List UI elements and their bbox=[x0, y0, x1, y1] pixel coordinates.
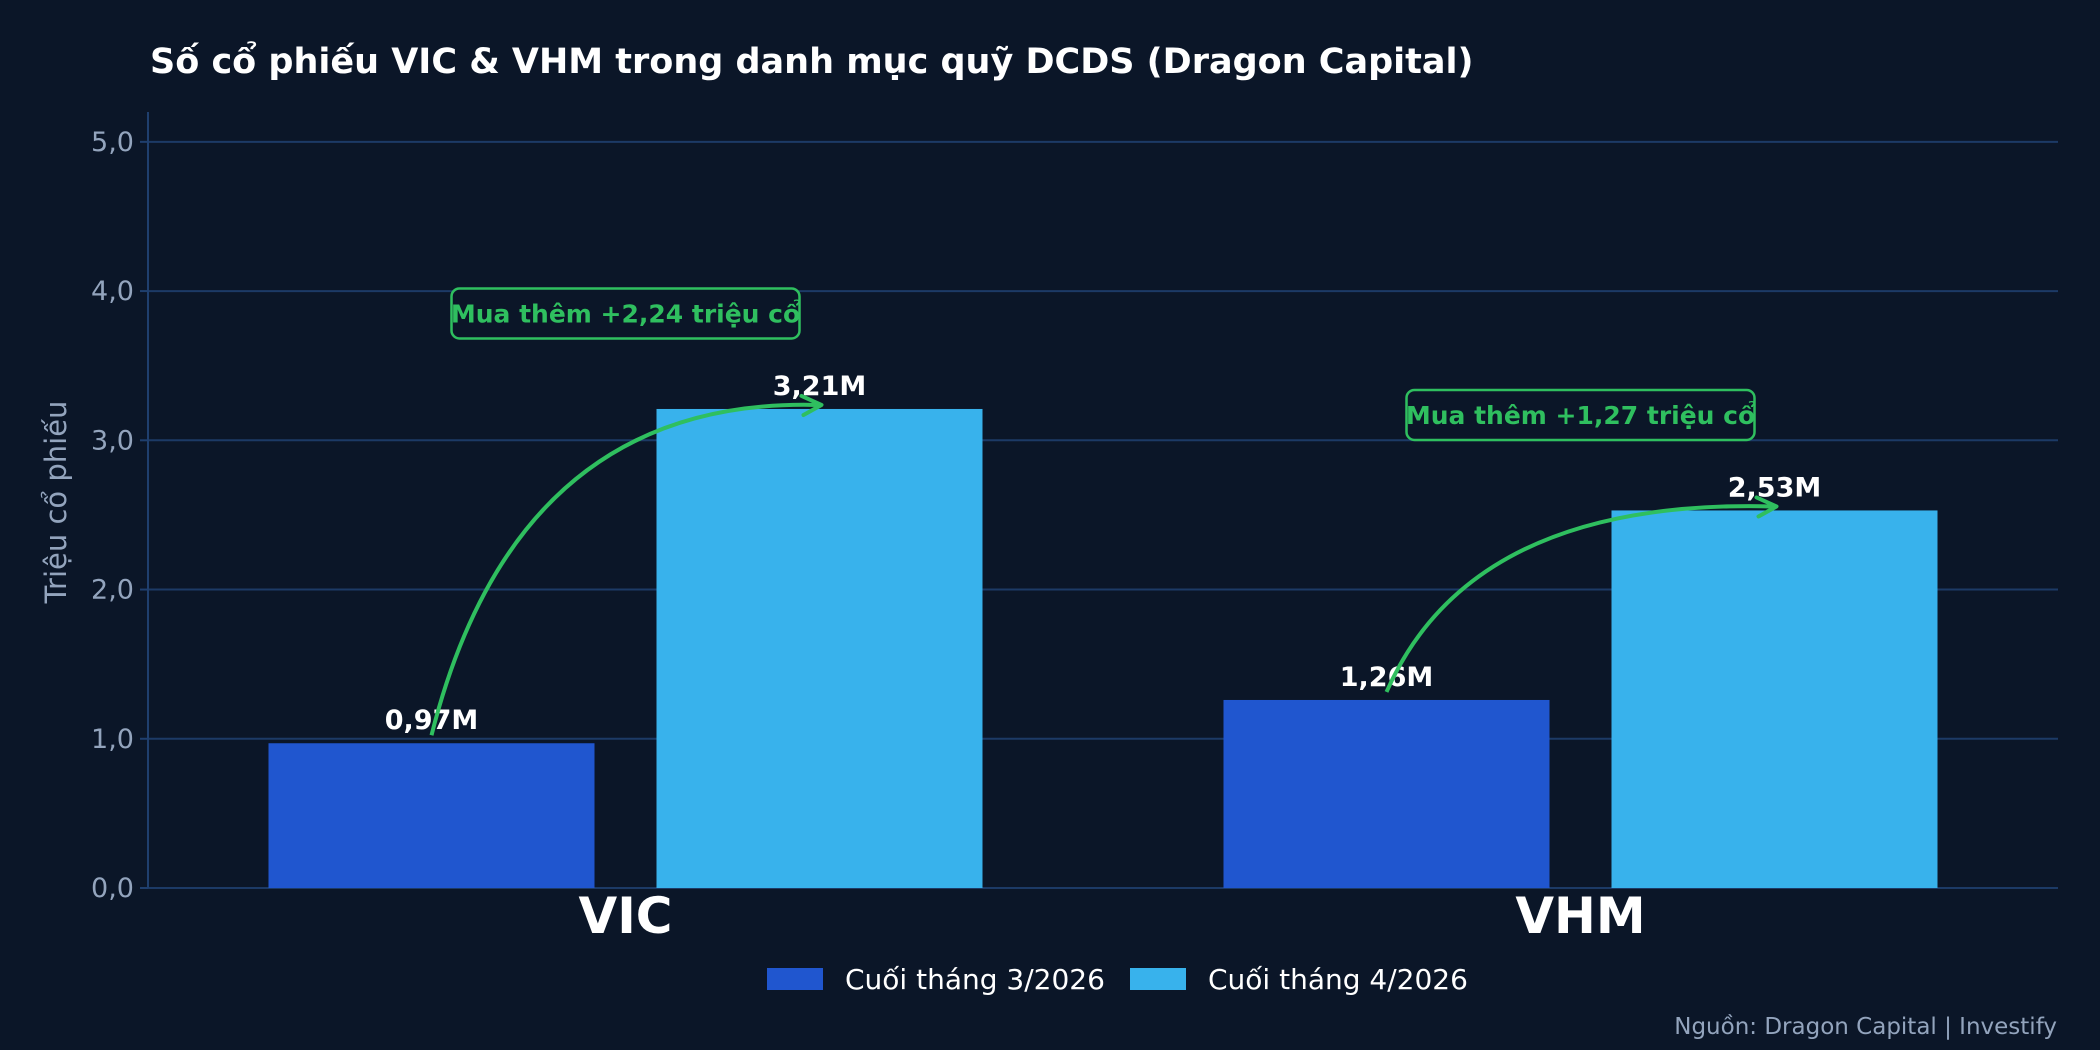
legend-swatch bbox=[767, 968, 823, 990]
chart-title: Số cổ phiếu VIC & VHM trong danh mục quỹ… bbox=[150, 40, 1474, 82]
x-tick-label: VIC bbox=[579, 887, 673, 945]
y-tick-label: 5,0 bbox=[91, 127, 134, 158]
bar bbox=[268, 743, 595, 888]
y-tick-label: 1,0 bbox=[91, 724, 134, 755]
bars bbox=[268, 408, 1938, 888]
bar bbox=[1611, 510, 1938, 888]
bar bbox=[656, 408, 983, 888]
legend-item: Cuối tháng 3/2026 bbox=[767, 963, 1105, 996]
source-note: Nguồn: Dragon Capital | Investify bbox=[1674, 1014, 2057, 1040]
legend: Cuối tháng 3/2026 Cuối tháng 4/2026 bbox=[767, 963, 1468, 996]
y-ticks: 0,0 1,0 2,0 3,0 4,0 5,0 bbox=[91, 127, 148, 904]
annotation: Mua thêm +2,24 triệu cổ bbox=[450, 287, 801, 340]
annotation-text: Mua thêm +1,27 triệu cổ bbox=[1406, 400, 1756, 430]
annotation-box bbox=[450, 287, 801, 340]
bar-value-label: 2,53M bbox=[1728, 472, 1822, 503]
annotations: Mua thêm +2,24 triệu cổ Mua thêm +1,27 tr… bbox=[450, 287, 1756, 442]
y-tick-label: 0,0 bbox=[91, 873, 134, 904]
x-ticks: VIC VHM bbox=[579, 887, 1646, 945]
bar-value-label: 3,21M bbox=[773, 371, 867, 402]
growth-arrow bbox=[429, 402, 818, 736]
y-tick-label: 3,0 bbox=[91, 425, 134, 456]
arrow-head bbox=[799, 393, 824, 417]
y-axis-label: Triệu cổ phiếu bbox=[39, 401, 73, 605]
annotation: Mua thêm +1,27 triệu cổ bbox=[1405, 388, 1756, 442]
annotation-box bbox=[1405, 388, 1756, 442]
legend-swatch bbox=[1130, 968, 1186, 990]
growth-arrows bbox=[429, 393, 1779, 736]
arrow-head bbox=[1754, 495, 1779, 519]
y-tick-label: 4,0 bbox=[91, 276, 134, 307]
y-tick-label: 2,0 bbox=[91, 575, 134, 606]
bar bbox=[1223, 699, 1550, 888]
x-tick-label: VHM bbox=[1515, 887, 1645, 945]
legend-label: Cuối tháng 4/2026 bbox=[1208, 963, 1468, 996]
annotation-text: Mua thêm +2,24 triệu cổ bbox=[451, 298, 801, 328]
legend-item: Cuối tháng 4/2026 bbox=[1130, 963, 1468, 996]
legend-label: Cuối tháng 3/2026 bbox=[845, 963, 1105, 996]
growth-arrow bbox=[1384, 504, 1773, 693]
